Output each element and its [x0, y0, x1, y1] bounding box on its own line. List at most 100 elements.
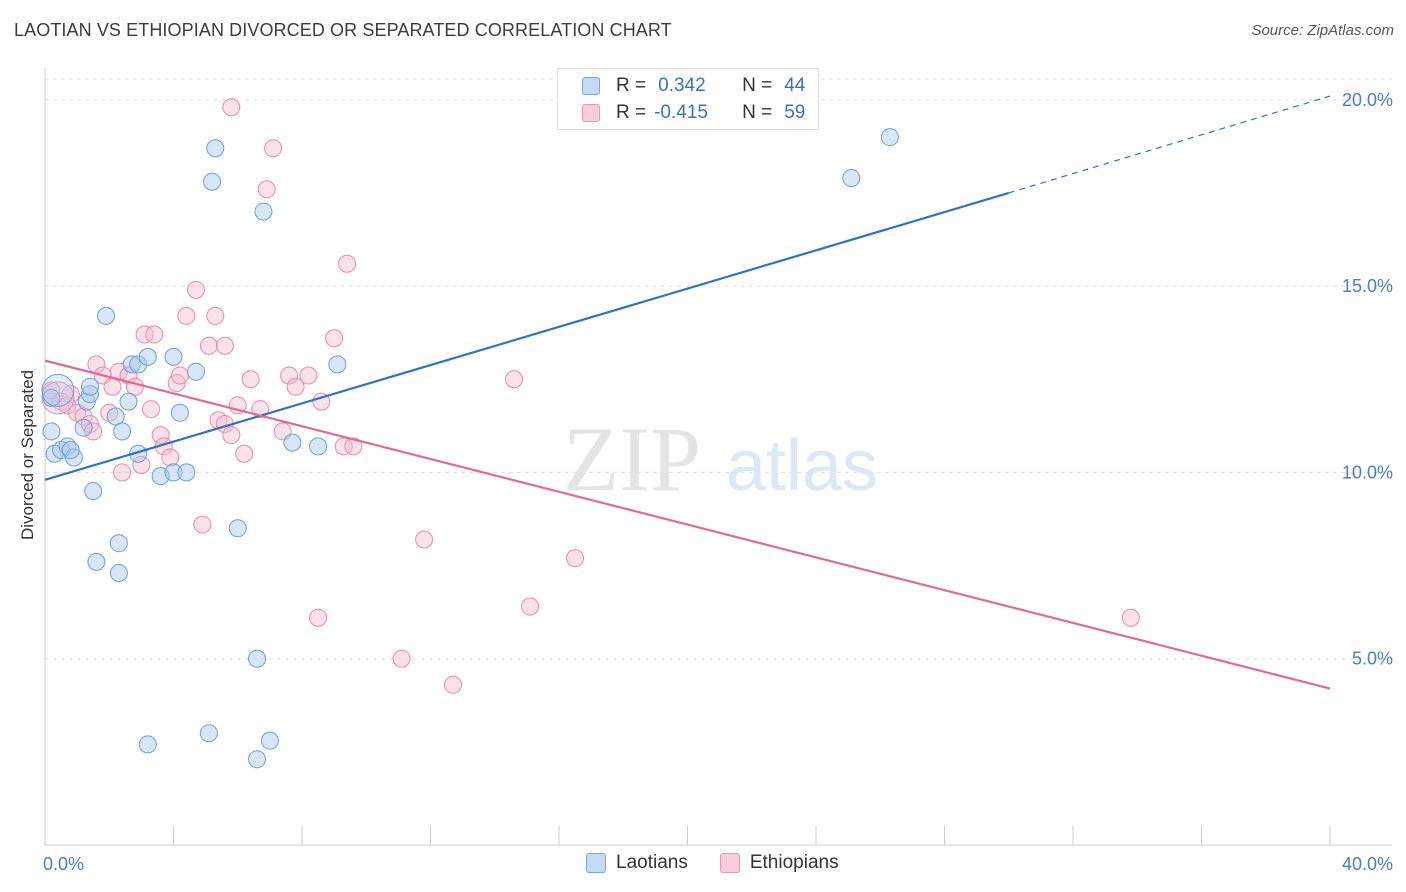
- laotian-point: [842, 169, 861, 188]
- ethiopian-point: [241, 370, 260, 389]
- ethiopian-point: [113, 463, 132, 482]
- laotian-point: [97, 306, 116, 325]
- legend-row-laotians: R = 0.342 N = 44: [582, 73, 805, 99]
- ethiopian-point: [337, 254, 356, 273]
- laotian-point: [248, 750, 267, 769]
- ethiopian-point: [264, 139, 283, 158]
- ethiopian-point: [505, 370, 524, 389]
- laotian-point: [80, 385, 99, 404]
- y-axis-label: Divorced or Separated: [18, 370, 37, 540]
- axes: [44, 68, 1392, 846]
- ethiopian-point: [222, 98, 241, 117]
- ethiopian-point: [58, 396, 77, 415]
- laotian-point: [119, 392, 138, 411]
- ethiopian-point: [235, 444, 254, 463]
- laotian-point: [109, 564, 128, 583]
- legend-n-key: N =: [742, 102, 773, 123]
- laotian-trend-line: [44, 191, 1010, 481]
- ethiopian-point: [145, 325, 164, 344]
- laotian-point: [228, 519, 247, 538]
- laotian-point: [206, 139, 225, 158]
- ethiopian-point: [193, 515, 212, 534]
- laotian-point: [109, 534, 128, 553]
- legend-label-laotians: Laotians: [616, 852, 688, 873]
- laotian-point: [186, 362, 205, 381]
- legend-r-value: -0.415: [654, 102, 708, 123]
- legend-swatch-laotians: [582, 77, 600, 95]
- ethiopian-point: [325, 329, 344, 348]
- chart-title: LAOTIAN VS ETHIOPIAN DIVORCED OR SEPARAT…: [14, 20, 672, 40]
- laotian-point: [138, 347, 157, 366]
- gridlines: [45, 78, 1392, 660]
- ethiopian-point: [521, 597, 540, 616]
- legend-r-key: R =: [616, 75, 647, 96]
- laotian-trend-extension: [1008, 95, 1331, 194]
- x-tick-label: 40.0%: [1342, 854, 1393, 874]
- watermark-atlas: atlas: [726, 426, 878, 506]
- laotian-points: [41, 128, 899, 769]
- ethiopian-trend-line: [44, 359, 1331, 690]
- legend-swatch-ethiopians: [719, 853, 740, 873]
- laotian-point: [41, 373, 75, 407]
- laotian-point: [880, 128, 899, 147]
- legend-swatch-ethiopians: [582, 104, 600, 122]
- ethiopian-point: [135, 325, 154, 344]
- laotian-point: [80, 377, 99, 396]
- laotian-point: [164, 463, 183, 482]
- ethiopian-point: [186, 280, 205, 299]
- ethiopian-point: [151, 426, 170, 445]
- laotian-point: [84, 482, 103, 501]
- y-tick-label: 5.0%: [1352, 649, 1393, 669]
- ethiopian-point: [199, 336, 218, 355]
- watermark: ZIP atlas: [563, 408, 878, 510]
- ethiopian-point: [392, 649, 411, 668]
- y-tick-label: 10.0%: [1342, 462, 1393, 482]
- ethiopian-point: [1121, 608, 1140, 627]
- laotian-point: [177, 463, 196, 482]
- ethiopian-point: [222, 426, 241, 445]
- laotian-point: [309, 437, 328, 456]
- laotian-point: [129, 355, 148, 374]
- legend-n-key: N =: [742, 75, 773, 96]
- ethiopian-point: [206, 306, 225, 325]
- legend-n-value: 59: [784, 102, 806, 123]
- laotian-point: [328, 355, 347, 374]
- series-legend: Laotians Ethiopians: [586, 852, 871, 874]
- ethiopian-point: [299, 366, 318, 385]
- ethiopian-point: [415, 530, 434, 549]
- legend-label-ethiopians: Ethiopians: [749, 852, 839, 873]
- laotian-point: [164, 347, 183, 366]
- ethiopian-point: [132, 455, 151, 474]
- tick-labels: 5.0% 10.0% 15.0% 20.0% 0.0% 40.0%: [43, 90, 1393, 874]
- legend-item-ethiopians: Ethiopians: [719, 852, 839, 874]
- ethiopian-point: [257, 180, 276, 199]
- ethiopian-point: [177, 306, 196, 325]
- stats-legend: R = 0.342 N = 44 R = -0.415 N = 59: [557, 68, 819, 130]
- laotian-point: [283, 433, 302, 452]
- laotian-point: [248, 649, 267, 668]
- legend-r-value: 0.342: [658, 75, 706, 96]
- laotian-point: [122, 355, 141, 374]
- legend-r-key: R =: [616, 102, 647, 123]
- laotian-point: [199, 724, 218, 743]
- ethiopian-point: [161, 448, 180, 467]
- x-tick-label: 0.0%: [43, 854, 84, 874]
- trend-lines: [44, 95, 1331, 690]
- laotian-point: [74, 418, 93, 437]
- ethiopian-point: [280, 366, 299, 385]
- legend-row-ethiopians: R = -0.415 N = 59: [582, 100, 805, 126]
- ethiopian-point: [251, 400, 270, 419]
- laotian-point: [42, 422, 61, 441]
- legend-n-value: 44: [784, 75, 806, 96]
- legend-item-laotians: Laotians: [586, 852, 688, 874]
- ethiopian-point: [443, 675, 462, 694]
- laotian-point: [260, 731, 279, 750]
- ethiopian-point: [84, 422, 103, 441]
- laotian-point: [203, 172, 222, 191]
- laotian-point: [87, 552, 106, 571]
- laotian-point: [138, 735, 157, 754]
- ethiopian-point: [215, 336, 234, 355]
- watermark-zip: ZIP: [563, 408, 701, 510]
- ethiopian-point: [566, 549, 585, 568]
- ethiopian-point: [170, 366, 189, 385]
